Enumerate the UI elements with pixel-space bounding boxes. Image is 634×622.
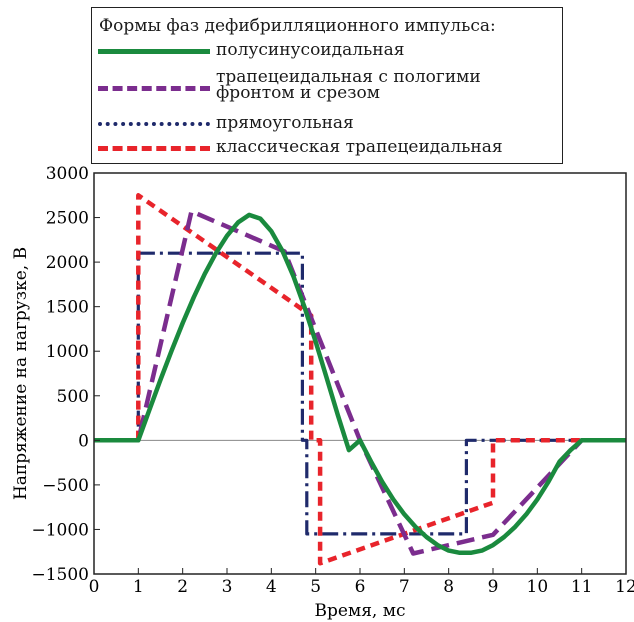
y-axis-title: Напряжение на нагрузке, В: [11, 247, 31, 500]
y-axis: −1500 −1000 −500 0 500 1000 1500 2000 2500 3000: [31, 164, 100, 585]
y-tick-label: −1500: [31, 565, 89, 585]
x-tick-label: 4: [266, 577, 277, 597]
x-tick-label: 11: [571, 577, 593, 597]
x-tick-label: 9: [488, 577, 499, 597]
legend-swatch-half-sine: [98, 49, 210, 54]
x-tick-label: 6: [355, 577, 366, 597]
series-line-0: [94, 212, 626, 556]
y-tick-label: 1000: [46, 342, 89, 362]
x-tick-label: 10: [527, 577, 549, 597]
legend-label-gentle-trapezoid-line2: фронтом и срезом: [216, 83, 380, 103]
plot-frame: [93, 172, 627, 575]
y-tick-label: 2500: [46, 209, 89, 229]
legend-swatch-classic-trapezoid: [98, 146, 210, 151]
legend-entry-rectangular: прямоугольная: [92, 111, 562, 141]
x-tick-label: 8: [443, 577, 454, 597]
legend-title: Формы фаз дефибрилляционного импульса:: [99, 16, 496, 36]
x-tick-label: 7: [399, 577, 410, 597]
x-tick-label: 2: [177, 577, 188, 597]
x-axis-title: Время, мс: [315, 601, 406, 621]
y-tick-label: 2000: [46, 253, 89, 273]
x-tick-label: 12: [615, 577, 634, 597]
y-tick-label: 500: [57, 387, 89, 407]
legend-swatch-gentle-trapezoid: [98, 86, 210, 91]
legend-label-classic-trapezoid: классическая трапецеидальная: [216, 137, 503, 157]
y-tick-label: −500: [42, 476, 89, 496]
x-tick-label: 3: [222, 577, 233, 597]
y-tick-label: −1000: [31, 520, 89, 540]
legend-label-rectangular: прямоугольная: [216, 113, 354, 133]
x-axis: 0 1 2 3 4 5 6 7 8 9 10 11 12: [89, 568, 634, 597]
y-tick-label: 3000: [46, 164, 89, 184]
y-tick-label: 0: [78, 431, 89, 451]
legend-swatch-rectangular: [98, 122, 210, 126]
legend-entry-classic-trapezoid: классическая трапецеидальная: [92, 135, 562, 165]
legend-label-gentle-trapezoid-line1: трапецеидальная с пологими: [216, 67, 481, 87]
y-tick-label: 1500: [46, 298, 89, 318]
series-line-3: [94, 193, 626, 566]
x-tick-label: 1: [133, 577, 144, 597]
legend: Формы фаз дефибрилляционного импульса: п…: [91, 7, 563, 164]
series-line-1: [94, 209, 626, 556]
x-tick-label: 5: [310, 577, 321, 597]
legend-entry-gentle-trapezoid: трапецеидальная с пологими фронтом и сре…: [92, 66, 562, 106]
legend-label-half-sine: полусинусоидальная: [216, 40, 405, 60]
legend-entry-half-sine: полусинусоидальная: [92, 38, 562, 68]
x-tick-label: 0: [89, 577, 100, 597]
series-layer: [94, 193, 626, 566]
